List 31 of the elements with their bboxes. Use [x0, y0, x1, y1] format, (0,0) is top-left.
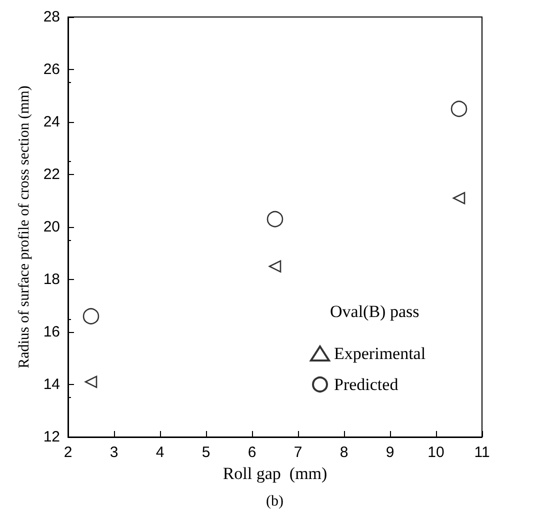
- y-tick-label: 12: [43, 428, 60, 446]
- y-axis-title: Radius of surface profile of cross section (mm): [16, 86, 32, 368]
- x-tick-label: 6: [248, 444, 256, 461]
- text: (b): [266, 494, 284, 510]
- y-tick-label: 16: [43, 324, 60, 340]
- legend-label: Predicted: [334, 375, 399, 394]
- x-tick-label: 8: [340, 444, 348, 461]
- y-tick-label: 26: [43, 61, 60, 78]
- x-tick-label: 5: [202, 444, 210, 461]
- legend-label: Experimental: [334, 344, 426, 363]
- y-tick-label: 24: [43, 114, 60, 130]
- x-tick-label: 11: [474, 444, 490, 461]
- point: [84, 376, 98, 388]
- point: [452, 192, 466, 204]
- point: [82, 308, 100, 324]
- y-tick-label: 28: [43, 8, 60, 26]
- y-tick-label: 20: [43, 218, 60, 236]
- x-tick-label: 4: [156, 444, 164, 461]
- point: [268, 260, 282, 273]
- x-axis-title: Roll gap (mm): [222, 464, 328, 483]
- x-tick-label: 7: [294, 444, 302, 461]
- x-tick-label: 3: [110, 444, 118, 461]
- x-tick-label: 10: [428, 444, 444, 461]
- y-tick-label: 22: [43, 166, 60, 183]
- x-tick-label: 2: [64, 444, 72, 461]
- y-tick-label: 14: [43, 376, 60, 393]
- y-tick-label: 18: [43, 271, 60, 288]
- x-tick-label: 9: [386, 444, 394, 461]
- point: [266, 210, 284, 228]
- legend-title: Oval(B) pass: [330, 302, 420, 321]
- point: [450, 100, 468, 118]
